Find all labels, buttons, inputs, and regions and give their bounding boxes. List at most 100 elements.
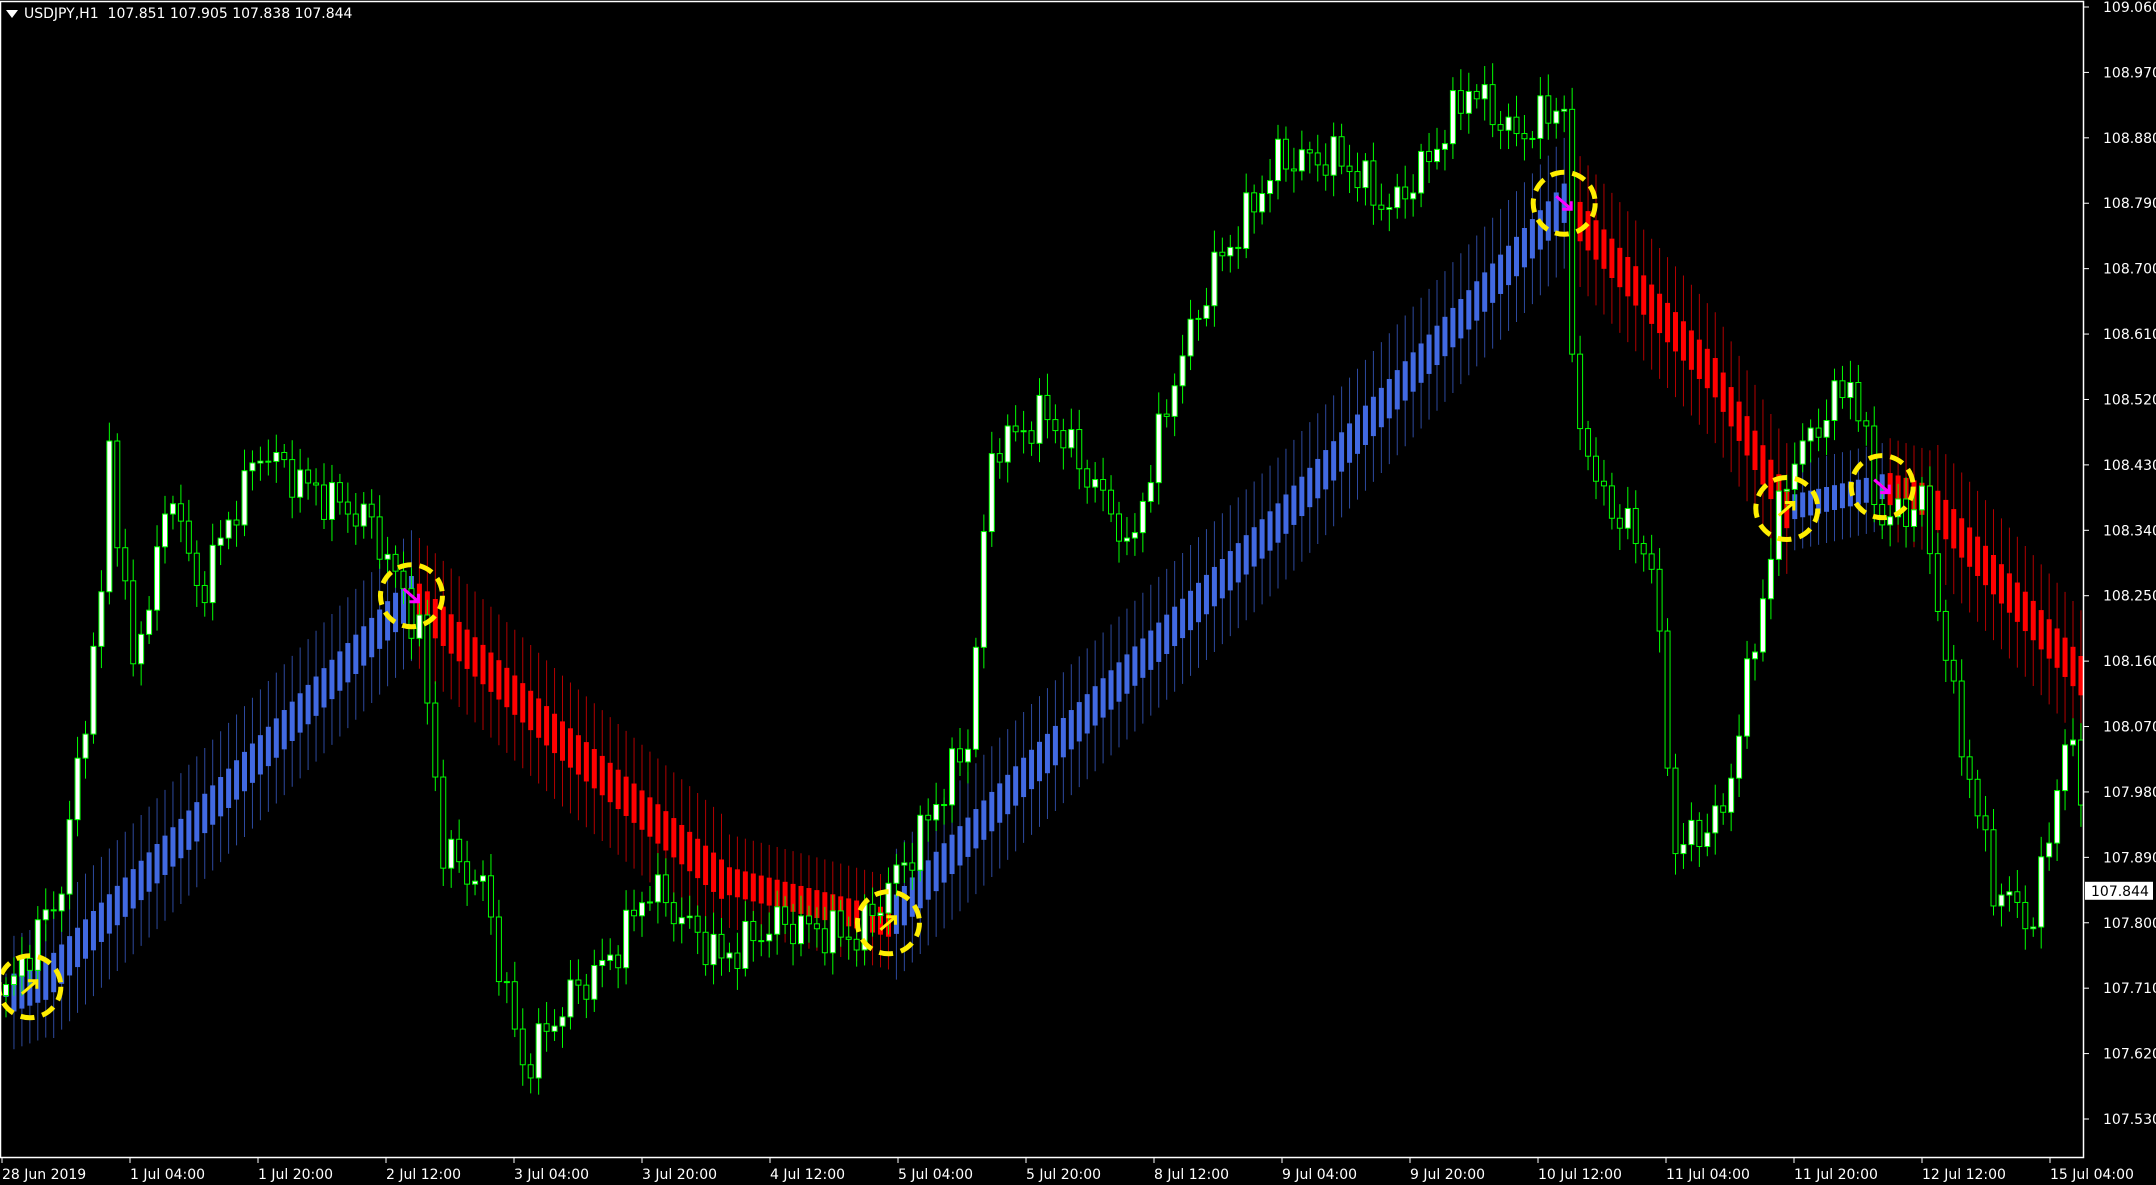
candle-body <box>1656 568 1663 632</box>
candle-body <box>384 553 391 560</box>
y-tick-label: 107.620 <box>2103 1047 2156 1063</box>
ma-band-bar <box>591 749 597 789</box>
candle-body <box>1012 425 1019 433</box>
ma-band-bar <box>989 791 995 832</box>
ma-band-bar <box>917 868 923 909</box>
y-tick-label: 108.340 <box>2103 523 2156 539</box>
candle-body <box>1243 192 1250 249</box>
ma-band-bar <box>1108 670 1114 710</box>
candle-body <box>273 452 280 462</box>
candle-body <box>1577 353 1584 430</box>
ma-band-bar <box>1506 245 1512 286</box>
ma-band-bar <box>1132 646 1138 686</box>
arrow-down-icon <box>1555 195 1573 211</box>
ma-band-bar <box>1991 554 1996 595</box>
x-tick-label: 4 Jul 12:00 <box>770 1167 845 1183</box>
candle-body <box>472 880 479 885</box>
ma-band-bar <box>846 898 852 927</box>
ma-band-bar <box>711 852 717 892</box>
ma-band-bar <box>377 609 383 649</box>
ma-band-bar <box>623 776 629 816</box>
ma-band-bar <box>337 651 343 691</box>
candle-body <box>464 861 471 885</box>
ma-band-bar <box>1975 536 1981 576</box>
ma-band-bar <box>178 818 184 859</box>
ma-band-bar <box>1362 405 1368 445</box>
candle-body <box>901 862 908 866</box>
x-tick-label: 12 Jul 12:00 <box>1922 1167 2006 1183</box>
candle-body <box>26 957 33 971</box>
candle-body <box>837 910 844 938</box>
ma-band-bar <box>615 769 621 810</box>
candle-body <box>694 915 701 933</box>
candle-body <box>1394 186 1401 209</box>
candle-body <box>2077 739 2084 806</box>
ma-band-bar <box>83 919 88 959</box>
candle-body <box>177 503 184 522</box>
dropdown-triangle-icon[interactable] <box>6 10 18 18</box>
ma-band-bar <box>1752 430 1758 471</box>
ma-band-bar <box>1458 299 1464 339</box>
candle-body <box>432 702 439 778</box>
candle-body <box>559 1016 566 1027</box>
candle-body <box>1219 251 1226 257</box>
candle-body <box>1720 805 1727 813</box>
ma-band-bar <box>202 793 208 834</box>
ma-band-bar <box>2030 600 2036 641</box>
candle-body <box>813 923 820 930</box>
candle-body <box>1903 498 1910 527</box>
y-tick-label: 107.890 <box>2103 850 2156 866</box>
candle-body <box>1267 180 1274 195</box>
ma-band-bar <box>393 592 399 633</box>
ma-band-bar <box>1688 330 1694 370</box>
ma-band-bar <box>663 811 669 851</box>
ma-band-bar <box>893 894 899 934</box>
ma-band-bar <box>472 637 478 677</box>
ma-band-bar <box>957 826 963 866</box>
ma-band-bar <box>758 875 764 904</box>
y-tick-label: 108.520 <box>2103 392 2156 408</box>
ma-band-bar <box>1148 630 1154 670</box>
candle-body <box>241 470 248 526</box>
ma-band-bar <box>2046 619 2052 659</box>
ma-band-bar <box>1005 774 1011 815</box>
candle-body <box>949 748 956 806</box>
candle-body <box>1664 630 1671 769</box>
ma-band-bar <box>925 860 931 900</box>
ma-band-bar <box>1076 702 1082 742</box>
ma-band-bar <box>1696 339 1702 379</box>
candle-body <box>344 501 351 515</box>
candle-body <box>154 546 161 611</box>
ma-band-bar <box>1235 543 1241 583</box>
candle-body <box>42 909 49 921</box>
ma-band-bar <box>114 885 120 926</box>
ma-band-bar <box>43 961 49 1000</box>
y-tick-label: 107.530 <box>2103 1112 2156 1128</box>
ma-band-bar <box>1832 485 1837 510</box>
ma-band-bar <box>1180 598 1186 639</box>
ma-band-bar <box>122 877 128 917</box>
candle-body <box>328 482 335 520</box>
y-tick-label: 107.800 <box>2103 916 2156 932</box>
candle-body <box>1036 394 1043 444</box>
ma-band-bar <box>1808 490 1814 516</box>
ma-band-bar <box>1029 749 1035 790</box>
ma-band-bar <box>1275 503 1281 543</box>
ma-band-bar <box>575 735 581 775</box>
candle-body <box>821 928 828 954</box>
x-tick-label: 5 Jul 20:00 <box>1026 1167 1101 1183</box>
ma-band-bar <box>1720 372 1726 412</box>
signal-circle <box>854 889 922 957</box>
candle-body <box>1378 204 1385 210</box>
candle-body <box>1513 116 1520 135</box>
ma-band-bar <box>1474 281 1480 321</box>
candle-body <box>1672 767 1679 855</box>
y-tick-label: 108.160 <box>2103 654 2156 670</box>
candle-body <box>1330 136 1337 176</box>
candle-body <box>654 874 661 903</box>
ma-band-bar <box>1052 725 1058 766</box>
candle-body <box>1831 380 1838 422</box>
current-price-label: 107.844 <box>2091 884 2149 900</box>
candle-body <box>408 588 415 639</box>
